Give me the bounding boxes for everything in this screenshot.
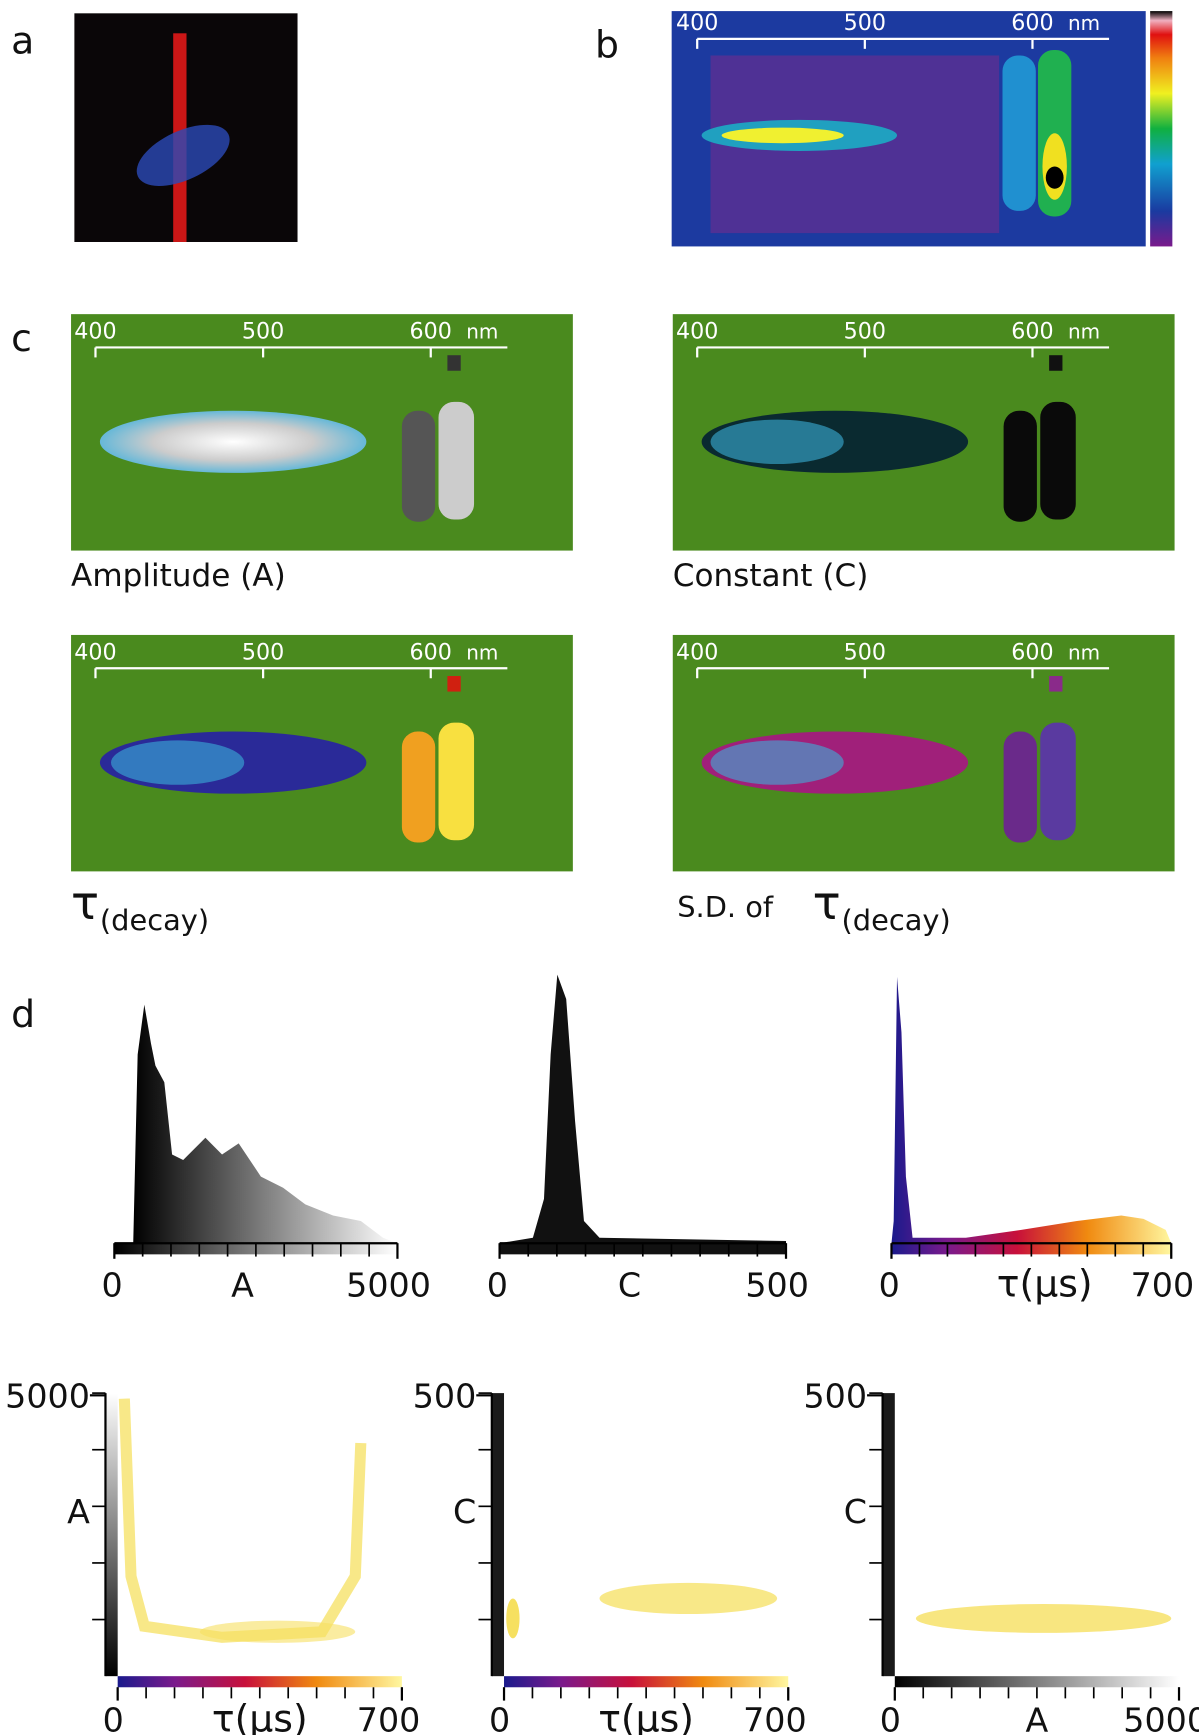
panel-label: d [11,992,35,1036]
axis-tick-label: 600 [410,319,452,345]
caption-subscript: (decay) [100,903,209,937]
axis-tick-label: 400 [676,639,718,665]
x-tick-label: 5000 [1123,1701,1199,1735]
axis-unit: nm [1068,11,1100,35]
map-caption: Amplitude (A) [71,558,286,594]
axis-unit: nm [1068,640,1100,664]
x-axis-label: τ(μs) [997,1262,1093,1306]
axis-tick-label: 600 [1011,10,1053,36]
histogram-amplitude [114,1004,398,1255]
x-tick-label: 500 [745,1266,809,1305]
spectral-image [671,11,1173,247]
caption-prefix: S.D. of [677,890,774,924]
map-constant [672,314,1175,551]
axis-tick-label: 600 [1011,319,1053,345]
axis-tick-label: 400 [676,319,718,345]
x-axis-label: τ(μs) [212,1697,308,1735]
scatter-constant-decay [491,1393,789,1688]
micrograph [74,13,298,242]
x-axis-label: A [1026,1701,1049,1735]
x-tick-label: 0 [879,1266,900,1305]
x-tick-label: 700 [743,1701,807,1735]
axis-tick-label: 400 [74,319,116,345]
x-tick-label: 0 [487,1266,508,1305]
x-tick-label: 0 [103,1701,124,1735]
y-tick-label: 5000 [5,1377,90,1416]
axis-unit: nm [1068,320,1100,344]
y-tick-label: 500 [803,1377,867,1416]
axis-unit: nm [466,320,498,344]
histogram-constant [499,974,787,1255]
y-axis-label: A [67,1492,90,1531]
caption-symbol: τ [813,876,841,930]
histogram-decay [891,976,1172,1255]
axis-tick-label: 600 [410,639,452,665]
map-caption: Constant (C) [673,558,869,594]
map-amplitude [71,314,573,551]
x-axis-label: τ(μs) [598,1697,694,1735]
axis-tick-label: 600 [1011,639,1053,665]
x-tick-label: 5000 [346,1266,431,1305]
axis-tick-label: 400 [74,639,116,665]
map-decay [71,634,573,872]
axis-tick-label: 500 [242,639,284,665]
scatter-constant-amplitude [882,1393,1180,1688]
axis-tick-label: 500 [844,10,886,36]
x-tick-label: 0 [102,1266,123,1305]
x-tick-label: 0 [489,1701,510,1735]
caption-symbol: τ [71,876,99,930]
scatter-amplitude-decay [105,1393,402,1688]
panel-label: c [11,316,32,360]
y-axis-label: C [453,1492,476,1531]
x-tick-label: 700 [1131,1266,1195,1305]
y-tick-label: 500 [413,1377,477,1416]
axis-tick-label: 500 [844,639,886,665]
y-axis-label: C [844,1492,867,1531]
map-decay-sd [672,634,1175,872]
x-tick-label: 0 [880,1701,901,1735]
x-axis-label: A [231,1266,254,1305]
panel-label: a [11,18,34,62]
axis-tick-label: 400 [676,10,718,36]
caption-subscript: (decay) [842,903,951,937]
x-axis-label: C [618,1266,641,1305]
axis-tick-label: 500 [844,319,886,345]
axis-unit: nm [466,640,498,664]
axis-tick-label: 500 [242,319,284,345]
panel-label: b [595,23,619,67]
x-tick-label: 700 [357,1701,421,1735]
